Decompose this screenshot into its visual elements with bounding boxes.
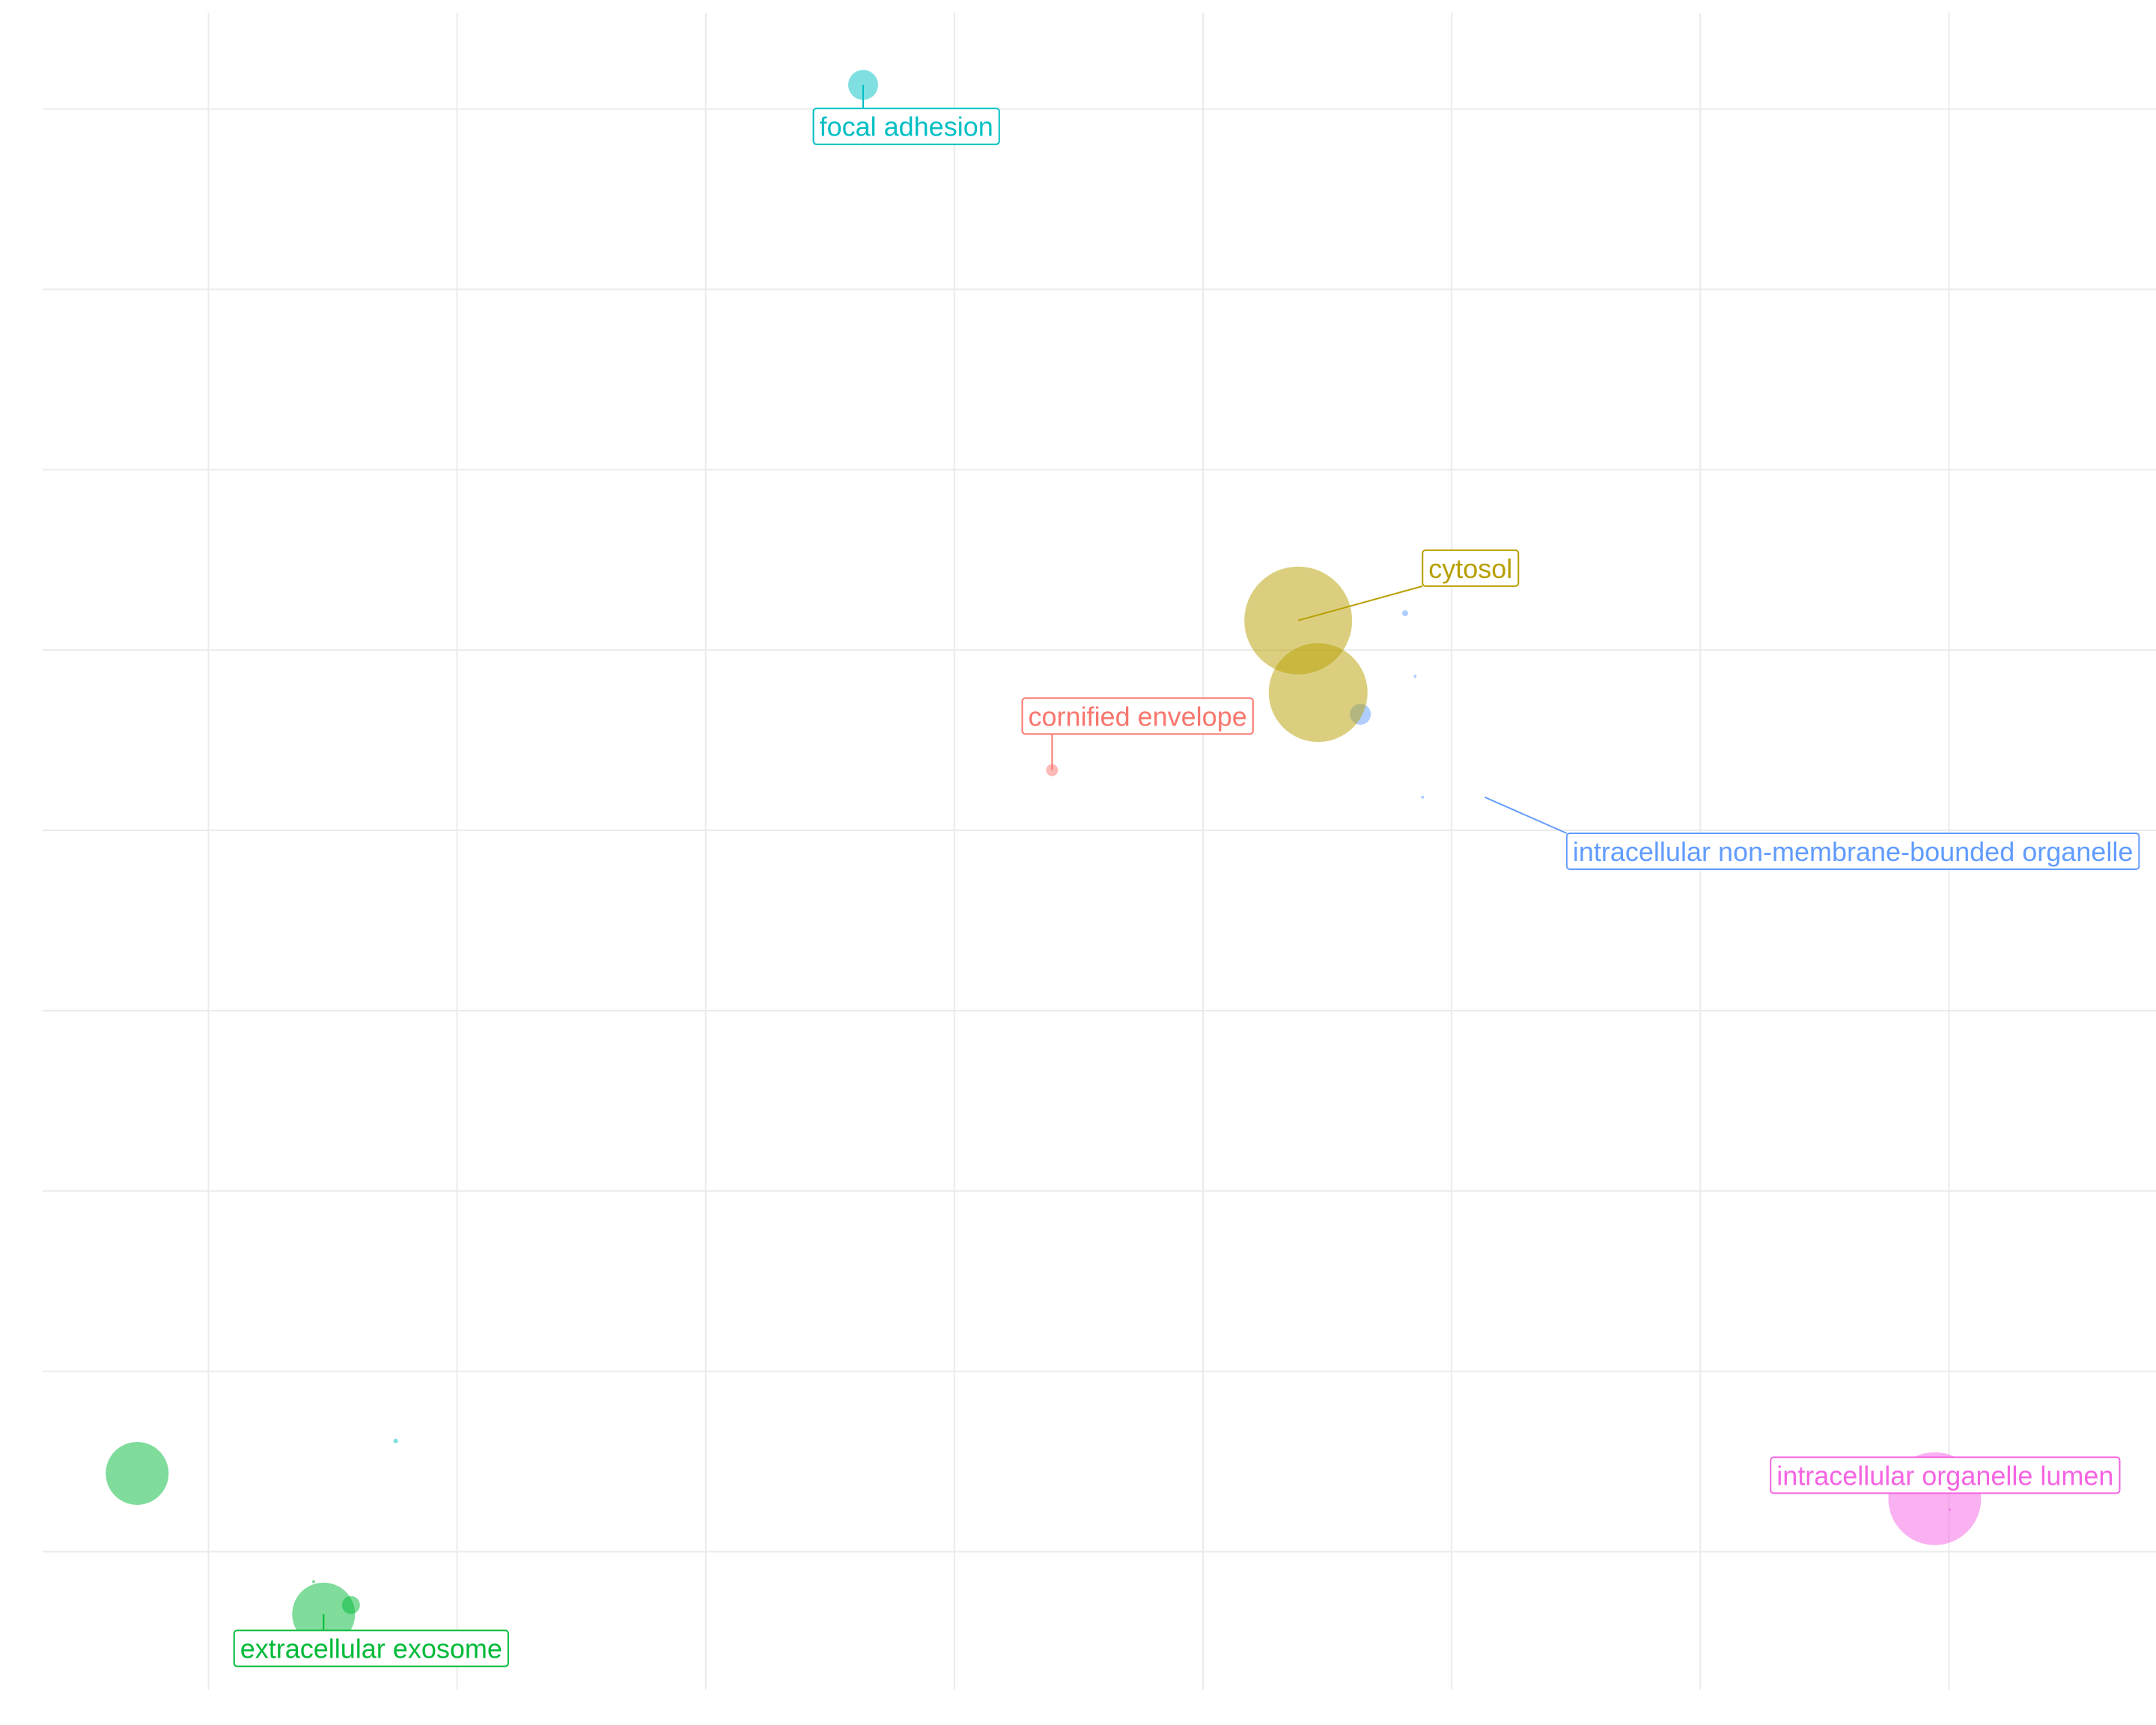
annotation-label-4: intracellular organelle lumen xyxy=(1776,1460,2113,1491)
data-point-2 xyxy=(1402,610,1409,617)
annotation-label-1: cytosol xyxy=(1428,553,1512,584)
annotation-box-2 xyxy=(1021,697,1254,735)
data-point-14 xyxy=(1948,1508,1952,1512)
grid-lines xyxy=(43,13,2156,1690)
annotation-label-0: focal adhesion xyxy=(820,112,993,142)
data-point-9 xyxy=(106,1441,169,1505)
data-point-1 xyxy=(393,1438,398,1443)
annotation-box-4 xyxy=(1770,1456,2121,1494)
annotation-3: intracellular non-membrane-bounded organ… xyxy=(1484,796,2140,870)
annotation-leader-3 xyxy=(1484,796,1568,834)
annotation-label-5: extracellular exosome xyxy=(240,1634,502,1664)
annotation-label-2: cornified envelope xyxy=(1029,701,1247,731)
data-point-11 xyxy=(341,1595,360,1614)
annotation-box-5 xyxy=(233,1629,509,1667)
annotation-leader-1 xyxy=(1297,585,1423,621)
annotation-labels: focal adhesion cytosol cornified envelope i… xyxy=(233,85,2140,1667)
data-point-5 xyxy=(1421,795,1425,799)
data-point-3 xyxy=(1413,675,1417,678)
annotation-0: focal adhesion xyxy=(812,85,1000,145)
data-point-12 xyxy=(312,1580,316,1583)
annotation-1: cytosol xyxy=(1297,549,1520,621)
annotation-2: cornified envelope xyxy=(1021,697,1254,770)
data-point-7 xyxy=(1268,643,1368,743)
annotation-box-0 xyxy=(812,107,1000,145)
annotation-4: intracellular organelle lumen xyxy=(1770,1456,2121,1494)
annotation-box-1 xyxy=(1422,549,1520,587)
annotation-5: extracellular exosome xyxy=(233,1613,509,1667)
annotation-label-3: intracellular non-membrane-bounded organ… xyxy=(1573,836,2133,867)
annotation-box-3 xyxy=(1565,833,2140,870)
